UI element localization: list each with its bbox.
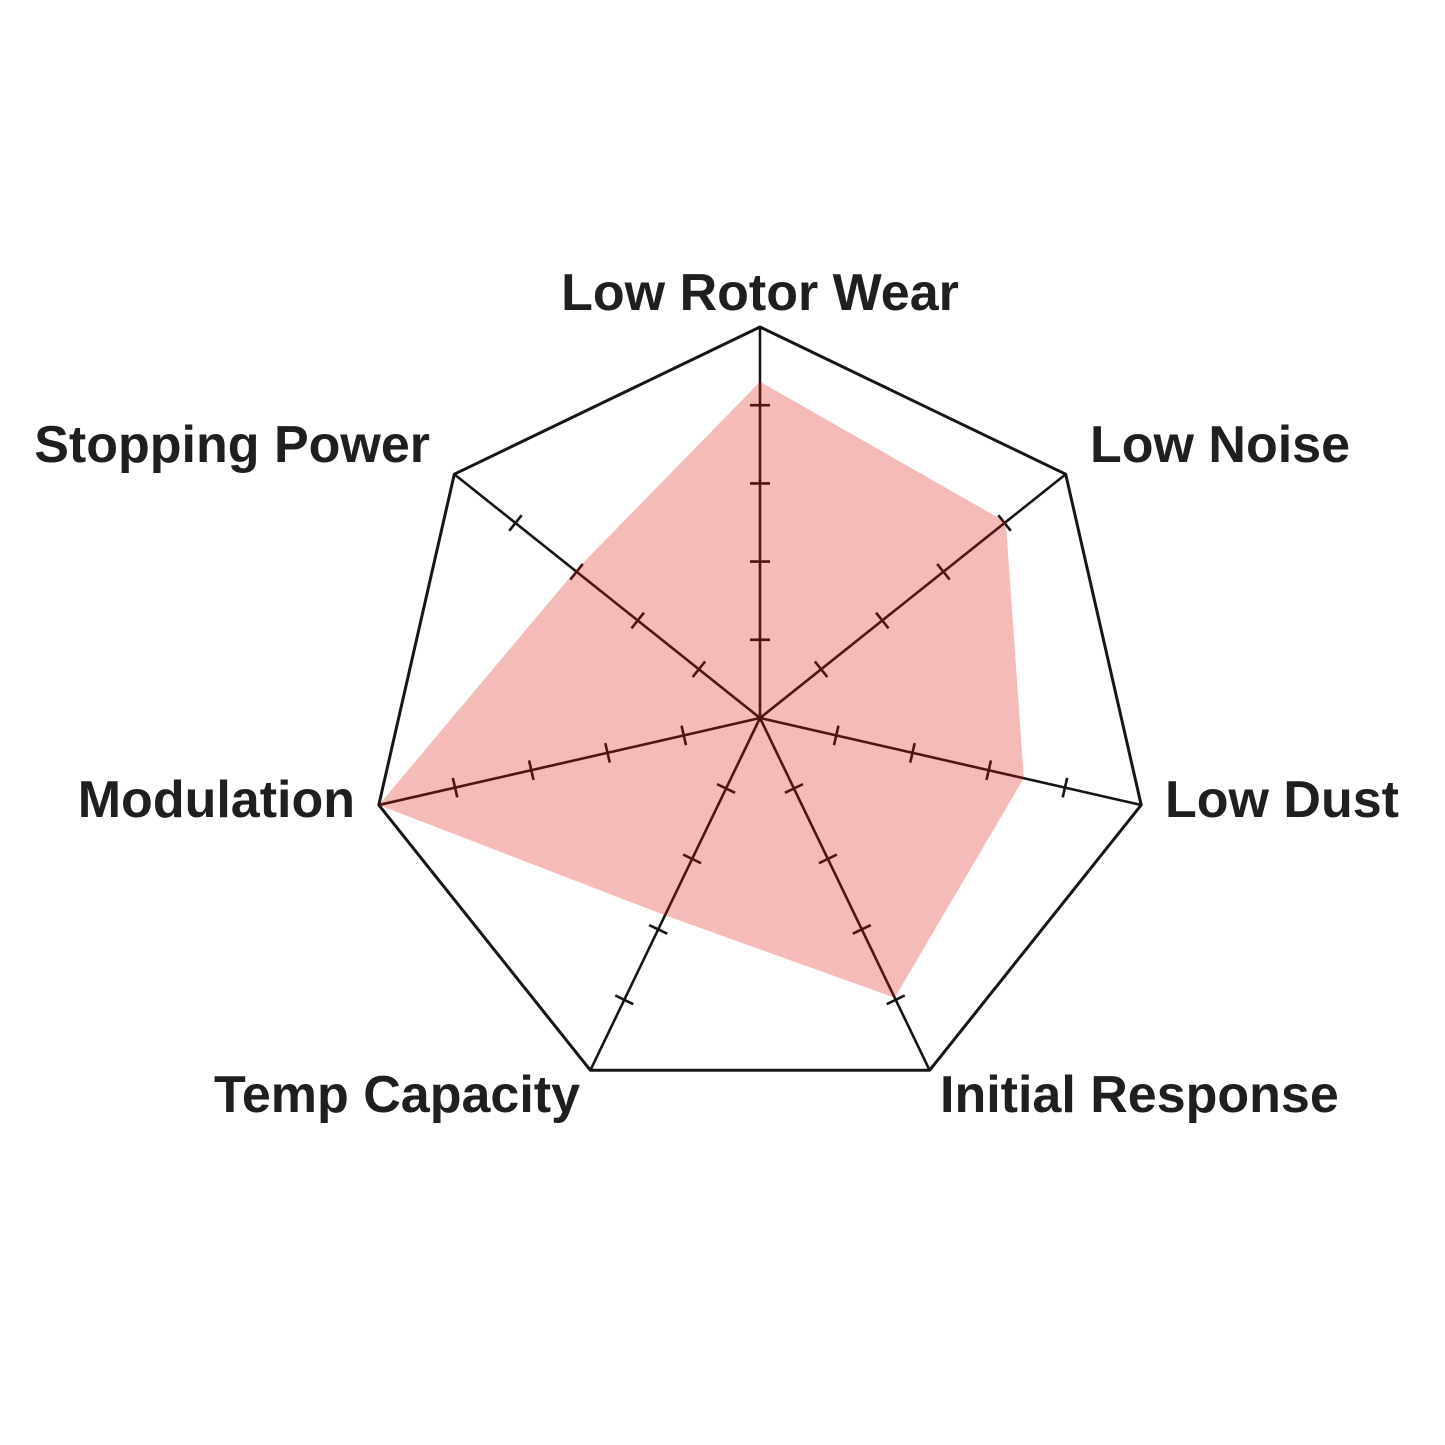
svg-text:Stopping Power: Stopping Power xyxy=(34,416,430,474)
svg-text:Low Noise: Low Noise xyxy=(1090,416,1350,474)
svg-text:Initial Response: Initial Response xyxy=(940,1066,1339,1124)
svg-text:Low Dust: Low Dust xyxy=(1165,771,1399,829)
svg-text:Low Rotor Wear: Low Rotor Wear xyxy=(561,264,959,322)
svg-text:Temp Capacity: Temp Capacity xyxy=(214,1066,580,1124)
svg-text:Modulation: Modulation xyxy=(78,771,355,829)
